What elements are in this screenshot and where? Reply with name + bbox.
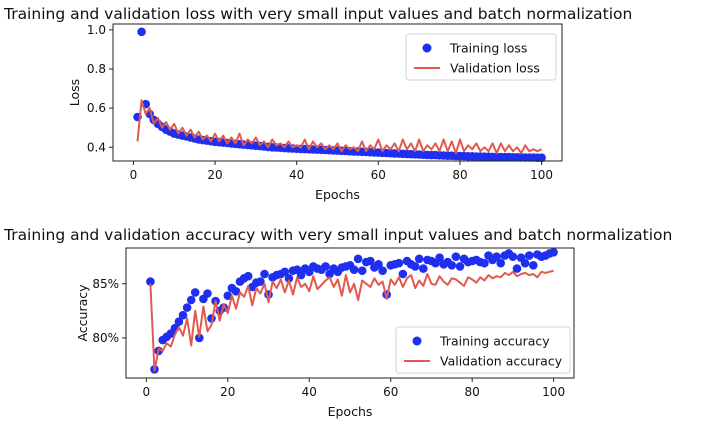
loss-plot: 0 20 40 60 80 100 0.4 0.6 0.8 1.0 Epochs Loss Traini… (67, 23, 563, 202)
loss-legend: Training loss Validation loss (405, 33, 557, 81)
loss-training-point (537, 153, 546, 162)
accuracy-y-tick-label: 80% (92, 331, 119, 345)
accuracy-training-point (414, 254, 424, 264)
accuracy-x-tick-label: 80 (465, 385, 480, 399)
loss-training-legend-swatch (422, 43, 432, 53)
accuracy-y-axis-label: Accuracy (75, 284, 90, 342)
loss-x-tick-label: 60 (371, 168, 386, 182)
accuracy-training-point (190, 288, 200, 297)
accuracy-training-legend-label: Training accuracy (439, 334, 550, 349)
accuracy-training-legend-swatch (412, 336, 422, 346)
loss-y-tick-label: 0.6 (87, 101, 106, 115)
accuracy-training-point (280, 267, 290, 277)
accuracy-training-point (366, 256, 375, 266)
accuracy-training-point (256, 277, 265, 286)
loss-x-tick-label: 0 (130, 168, 138, 182)
accuracy-training-point (260, 269, 269, 279)
accuracy-axes-frame (125, 247, 575, 379)
accuracy-y-tick-label: 85% (92, 277, 119, 291)
loss-validation-legend-label: Validation loss (450, 61, 540, 76)
accuracy-training-point (480, 258, 489, 268)
accuracy-training-point (496, 258, 506, 268)
loss-y-tick-label: 0.8 (87, 62, 106, 76)
loss-x-tick-label: 40 (289, 168, 304, 182)
loss-axes-frame (112, 23, 563, 162)
loss-legend-box (405, 33, 557, 81)
accuracy-training-point (520, 258, 530, 268)
accuracy-training-point (512, 264, 522, 273)
accuracy-validation-legend-label: Validation accuracy (440, 354, 563, 369)
accuracy-training-point (231, 287, 241, 296)
accuracy-training-point (419, 264, 428, 273)
accuracy-training-series (146, 248, 558, 374)
accuracy-training-point (174, 317, 184, 327)
loss-chart-title: Training and validation loss with very s… (4, 5, 633, 23)
accuracy-training-point (394, 258, 404, 268)
accuracy-x-tick-label: 100 (542, 385, 565, 399)
loss-y-tick-label: 0.4 (87, 140, 106, 154)
accuracy-training-point (186, 295, 196, 305)
accuracy-training-point (410, 262, 420, 271)
loss-training-point (137, 27, 146, 37)
accuracy-training-point (243, 271, 253, 281)
accuracy-training-point (508, 252, 518, 261)
accuracy-x-tick-label: 40 (302, 385, 317, 399)
accuracy-training-point (195, 333, 204, 343)
accuracy-training-point (374, 260, 383, 269)
accuracy-training-point (203, 289, 212, 298)
accuracy-training-point (398, 269, 408, 279)
loss-y-axis-label: Loss (67, 79, 82, 106)
accuracy-training-point (357, 266, 367, 276)
accuracy-training-point (321, 262, 330, 271)
accuracy-training-point (146, 277, 155, 286)
accuracy-training-point (447, 261, 457, 270)
accuracy-x-tick-label: 20 (220, 385, 235, 399)
accuracy-x-axis-label: Epochs (328, 404, 373, 419)
accuracy-training-point (178, 310, 188, 320)
accuracy-legend: Training accuracy Validation accuracy (395, 326, 571, 374)
loss-validation-series (136, 99, 543, 155)
accuracy-training-point (378, 266, 387, 276)
accuracy-legend-box (395, 326, 571, 374)
accuracy-training-point (451, 252, 461, 261)
accuracy-training-point (524, 251, 534, 260)
accuracy-chart-title: Training and validation accuracy with ve… (4, 226, 673, 244)
accuracy-training-point (529, 261, 538, 270)
accuracy-training-point (353, 254, 363, 264)
accuracy-validation-line (149, 269, 554, 372)
loss-x-tick-label: 20 (207, 168, 222, 182)
accuracy-training-point (296, 270, 306, 280)
accuracy-training-point (492, 252, 501, 261)
loss-training-legend-label: Training loss (449, 41, 527, 56)
accuracy-x-tick-label: 0 (143, 385, 151, 399)
accuracy-training-point (435, 253, 444, 262)
accuracy-plot: 0 20 40 60 80 100 80% 85% Epochs Accuracy Training… (75, 247, 575, 419)
accuracy-x-tick-label: 60 (383, 385, 398, 399)
loss-y-tick-label: 1.0 (87, 23, 106, 37)
loss-x-axis-label: Epochs (315, 187, 360, 202)
accuracy-training-point (284, 274, 294, 283)
accuracy-training-point (182, 303, 192, 312)
loss-x-tick-label: 100 (530, 168, 553, 182)
accuracy-training-point (455, 262, 465, 271)
accuracy-training-point (223, 291, 233, 301)
loss-validation-line (136, 99, 543, 155)
loss-x-tick-label: 80 (452, 168, 467, 182)
accuracy-training-point (549, 248, 558, 257)
accuracy-validation-series (149, 269, 554, 372)
accuracy-training-point (349, 265, 359, 275)
